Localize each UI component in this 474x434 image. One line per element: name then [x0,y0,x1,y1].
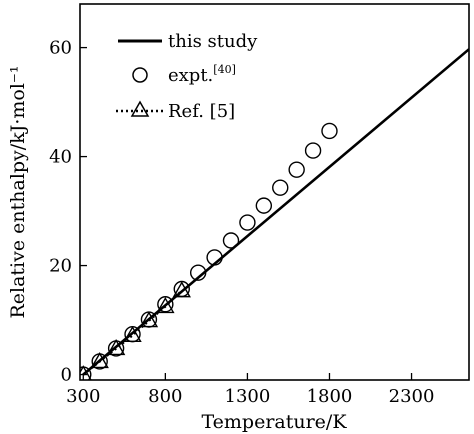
series-expt-point [304,142,322,159]
series-expt-point [239,214,256,231]
series-ref5-line [82,289,183,376]
x-tick-label: 2300 [389,386,435,407]
y-tick-label: 0 [61,365,72,386]
legend-label-ref5: Ref. [5] [168,101,235,122]
series-expt-point [222,232,240,249]
x-tick-label: 800 [148,386,182,407]
series-expt-point [124,326,141,343]
x-axis-label: Temperature/K [201,411,347,433]
series-expt-point [272,179,289,196]
series-expt-point [255,197,273,214]
x-tick-label: 1300 [225,386,271,407]
series-ref5-point [80,365,92,380]
legend-label-expt-name: expt. [168,65,213,86]
y-tick-label: 60 [49,38,72,59]
legend-label-expt: expt.[40] [168,63,236,86]
series-expt-point [157,296,174,313]
plot-layer [80,48,469,380]
legend: this study expt.[40] Ref. [5] [116,31,258,122]
series-expt-point [288,161,305,178]
y-tick-label: 20 [49,256,72,277]
series-expt-point [189,264,207,281]
series-expt-point [91,353,108,370]
series-ref5-point [106,338,126,356]
y-tick-label: 40 [49,147,72,168]
legend-label-this-study: this study [168,31,258,52]
series-expt-point [80,366,92,380]
series-expt-point [173,280,190,298]
series-expt-point [140,311,158,328]
series-expt-point [206,249,223,266]
plot-frame [79,3,470,381]
x-tick-label: 300 [66,386,100,407]
series-this-study-line [82,48,469,376]
series-ref5-point [90,352,109,369]
series-expt-point [321,122,338,140]
ticks-layer: 300 800 1300 1800 2300 0 20 40 60 [49,38,434,407]
legend-marker-expt [132,67,148,83]
x-tick-label: 1800 [307,386,353,407]
y-axis-label: Relative enthalpy/kJ·mol⁻¹ [7,65,29,318]
legend-label-expt-sup: [40] [213,63,236,76]
series-expt-point [107,340,125,357]
plot-area [80,48,469,380]
legend-marker-ref5 [130,100,150,117]
